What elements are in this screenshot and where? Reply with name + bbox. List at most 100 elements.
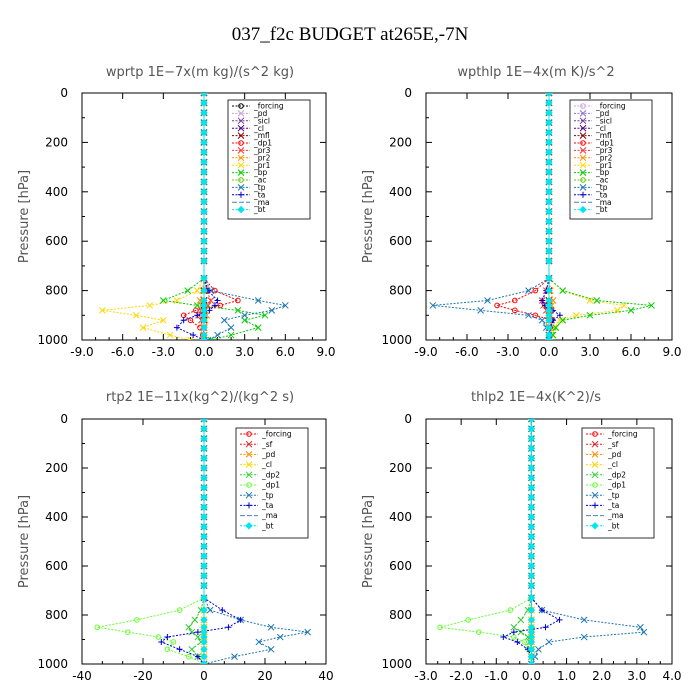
- data-point: [200, 444, 208, 453]
- data-point: [528, 660, 535, 664]
- data-point: [304, 628, 312, 636]
- y-tick-label: 200: [389, 135, 412, 149]
- data-point: [527, 464, 536, 472]
- legend-entry: _pd: [607, 450, 622, 459]
- legend-marker: [579, 184, 587, 191]
- data-point: [200, 503, 208, 511]
- chart-panel-4: thlp2 1E−4x(K^2)/s Pressure [hPa] -3.0 -2.0…: [361, 390, 682, 683]
- legend-entry: _dp1: [261, 481, 280, 490]
- data-point: [234, 307, 242, 314]
- data-point: [545, 158, 553, 166]
- data-point: [191, 616, 199, 624]
- data-point: [200, 454, 208, 462]
- data-point: [549, 297, 557, 304]
- data-point: [188, 628, 196, 636]
- legend-entry: _mfl: [595, 131, 612, 140]
- y-tick-label: 600: [45, 559, 68, 573]
- data-point: [527, 562, 536, 570]
- y-tick-label: 1000: [37, 657, 68, 671]
- x-tick-label: 0.0: [194, 345, 213, 359]
- data-point: [200, 237, 208, 245]
- legend-marker: [238, 191, 244, 198]
- y-tick-label: 400: [45, 510, 68, 524]
- data-point: [170, 639, 177, 645]
- legend-marker: [579, 169, 587, 176]
- data-point: [527, 513, 536, 521]
- legend-entry: _cl: [253, 124, 264, 133]
- data-point: [527, 652, 536, 661]
- x-tick-label: -3.0: [414, 669, 437, 683]
- data-point: [267, 623, 275, 631]
- data-point: [212, 287, 218, 294]
- data-point: [200, 247, 208, 255]
- data-point: [429, 302, 437, 309]
- plot-area: [94, 419, 312, 664]
- x-tick-label: 3.0: [235, 345, 254, 359]
- data-point: [200, 645, 208, 654]
- data-point: [535, 645, 542, 653]
- data-point: [580, 616, 588, 624]
- data-point: [538, 316, 546, 324]
- data-point: [200, 552, 208, 560]
- legend-entry: _sicl: [253, 116, 270, 125]
- data-point: [527, 483, 536, 492]
- data-point: [200, 464, 208, 472]
- x-tick-label: 6.0: [276, 345, 295, 359]
- chart-title: thlp2 1E−4x(K^2)/s: [471, 390, 601, 405]
- legend-marker: [592, 482, 598, 488]
- data-point: [187, 336, 194, 340]
- data-point: [527, 638, 536, 646]
- legend: _forcing_sf_pd_cl_dp2 _dp1_tp_ta_ma_bt: [235, 427, 309, 539]
- data-point: [200, 474, 208, 482]
- y-tick-label: 800: [389, 608, 412, 622]
- data-point: [545, 316, 553, 324]
- data-point: [627, 307, 635, 314]
- data-point: [194, 312, 201, 319]
- data-point: [586, 297, 594, 304]
- y-tick-label: 600: [45, 234, 68, 248]
- data-point: [241, 316, 249, 324]
- data-point: [527, 660, 536, 664]
- data-point: [158, 638, 165, 645]
- x-tick-label: -20: [133, 669, 153, 683]
- legend-marker: [579, 117, 587, 125]
- data-point: [188, 645, 196, 653]
- legend-marker: [237, 147, 245, 154]
- data-point: [545, 323, 553, 332]
- x-tick-label: 9.0: [316, 345, 335, 359]
- legend-marker: [579, 205, 587, 214]
- data-point: [527, 434, 536, 443]
- data-point: [200, 197, 208, 206]
- data-point: [542, 624, 549, 631]
- legend-entry: _ac: [253, 176, 266, 185]
- data-point: [545, 207, 553, 216]
- y-axis-label: Pressure [hPa]: [361, 170, 376, 263]
- data-point: [527, 616, 536, 624]
- plot-area: [437, 419, 648, 664]
- data-point: [200, 660, 208, 664]
- x-tick-label: 0.0: [539, 345, 558, 359]
- legend-entry: _ta: [253, 190, 265, 199]
- data-point: [527, 523, 536, 531]
- legend-entry: _forcing: [607, 430, 638, 439]
- chart-title: wpthlp 1E−4x(m K)/s^2: [457, 65, 614, 80]
- data-point: [200, 425, 208, 433]
- legend-marker: [246, 431, 252, 437]
- legend-marker: [579, 110, 587, 117]
- data-point: [155, 634, 162, 640]
- data-point: [507, 607, 514, 613]
- data-point: [193, 287, 201, 294]
- y-tick-label: 400: [389, 510, 412, 524]
- legend-marker: [579, 124, 587, 132]
- x-tick-label: 1.0: [557, 669, 576, 683]
- y-tick-label: 800: [389, 284, 412, 298]
- data-point: [527, 493, 536, 502]
- data-point: [200, 652, 208, 661]
- legend-marker: [245, 471, 253, 479]
- data-point: [180, 317, 187, 324]
- y-tick-label: 0: [60, 86, 68, 100]
- legend-marker: [591, 491, 599, 499]
- data-point: [200, 207, 208, 216]
- data-point: [255, 638, 263, 646]
- data-point: [545, 138, 553, 147]
